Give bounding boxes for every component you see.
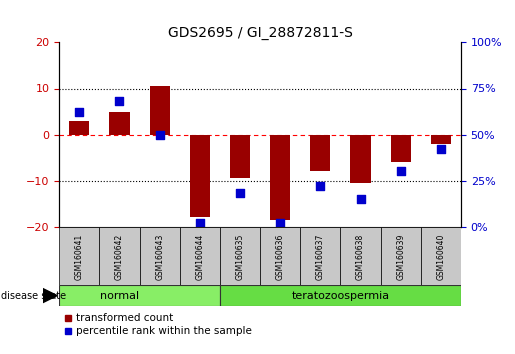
Bar — [190, 135, 210, 217]
Bar — [260, 227, 300, 285]
Legend: transformed count, percentile rank within the sample: transformed count, percentile rank withi… — [64, 313, 252, 336]
Bar — [431, 135, 451, 144]
Point — [437, 147, 445, 152]
Point — [196, 220, 204, 226]
Text: GSM160639: GSM160639 — [396, 234, 405, 280]
Text: GSM160638: GSM160638 — [356, 234, 365, 280]
Title: GDS2695 / GI_28872811-S: GDS2695 / GI_28872811-S — [168, 26, 352, 40]
Bar — [381, 227, 421, 285]
Bar — [270, 135, 290, 219]
Text: GSM160635: GSM160635 — [235, 234, 245, 280]
Bar — [220, 227, 260, 285]
Bar — [69, 121, 89, 135]
Bar — [230, 135, 250, 178]
Bar — [421, 227, 461, 285]
Point — [316, 183, 324, 189]
Text: teratozoospermia: teratozoospermia — [291, 291, 389, 301]
Bar — [220, 285, 461, 306]
Text: GSM160644: GSM160644 — [195, 234, 204, 280]
Bar — [350, 135, 370, 183]
Bar — [140, 227, 180, 285]
Text: GSM160642: GSM160642 — [115, 234, 124, 280]
Bar — [59, 227, 99, 285]
Bar — [59, 285, 220, 306]
Bar — [149, 86, 169, 135]
Bar — [340, 227, 381, 285]
Point — [276, 220, 284, 226]
Bar — [180, 227, 220, 285]
Text: GSM160641: GSM160641 — [75, 234, 84, 280]
Bar — [310, 135, 330, 171]
Text: GSM160643: GSM160643 — [155, 234, 164, 280]
Point — [75, 110, 83, 115]
Bar — [390, 135, 410, 162]
Text: GSM160637: GSM160637 — [316, 234, 325, 280]
Bar — [300, 227, 340, 285]
Point — [356, 196, 365, 202]
Text: disease state: disease state — [1, 291, 66, 301]
Text: GSM160640: GSM160640 — [436, 234, 445, 280]
Bar — [109, 112, 129, 135]
Bar — [99, 227, 140, 285]
Text: normal: normal — [100, 291, 139, 301]
Polygon shape — [43, 289, 57, 303]
Text: GSM160636: GSM160636 — [276, 234, 285, 280]
Point — [397, 169, 405, 174]
Point — [236, 190, 244, 196]
Point — [115, 98, 124, 104]
Point — [156, 132, 164, 137]
